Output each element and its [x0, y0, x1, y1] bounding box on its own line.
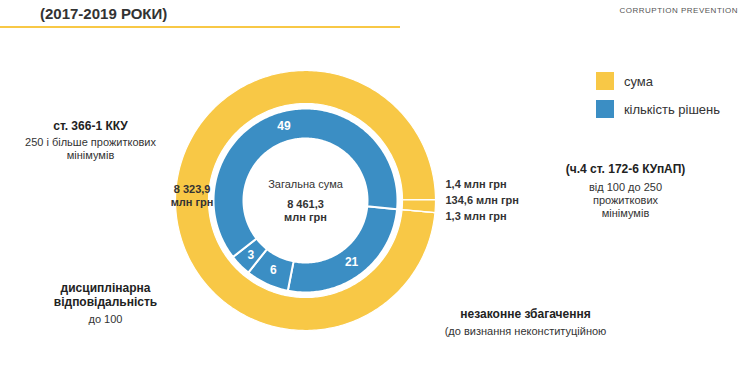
svg-text:3: 3	[247, 248, 254, 262]
svg-text:(ч.4 ст. 172-6 КУпАП): (ч.4 ст. 172-6 КУпАП)	[566, 162, 686, 176]
svg-text:1,4 млн грн: 1,4 млн грн	[446, 178, 507, 190]
html-text:CORRUPTION PREVENTION: CORRUPTION PREVENTION	[619, 6, 738, 15]
html-text:сума: сума	[623, 73, 653, 89]
svg-text:134,6 млн грн: 134,6 млн грн	[446, 194, 519, 206]
svg-text:дисциплінарнавідповідальність: дисциплінарнавідповідальність	[54, 281, 157, 309]
svg-text:ст. 366-1 ККУ: ст. 366-1 ККУ	[53, 119, 128, 133]
html-text:кількість рішень: кількість рішень	[623, 101, 720, 117]
svg-text:Загальна сума: Загальна сума	[268, 178, 343, 190]
svg-text:до 100: до 100	[89, 313, 123, 325]
svg-text:250 і більше прожитковихмініму: 250 і більше прожитковихмінімумів	[25, 136, 156, 161]
svg-text:6: 6	[270, 263, 277, 277]
svg-text:незаконне збагачення: незаконне збагачення	[460, 307, 590, 321]
html-text:(2017-2019 РОКИ): (2017-2019 РОКИ)	[40, 5, 168, 22]
svg-text:(до визнання неконституційною: (до визнання неконституційною	[445, 325, 607, 337]
svg-text:49: 49	[277, 119, 291, 133]
svg-text:1,3 млн грн: 1,3 млн грн	[446, 210, 507, 222]
svg-text:8 461,3млн грн: 8 461,3млн грн	[284, 198, 327, 223]
svg-text:8 323,9млн грн: 8 323,9млн грн	[171, 183, 214, 207]
svg-text:21: 21	[345, 255, 359, 269]
svg-text:від 100 до 250прожитковихмінім: від 100 до 250прожитковихмінімумів	[589, 181, 662, 218]
